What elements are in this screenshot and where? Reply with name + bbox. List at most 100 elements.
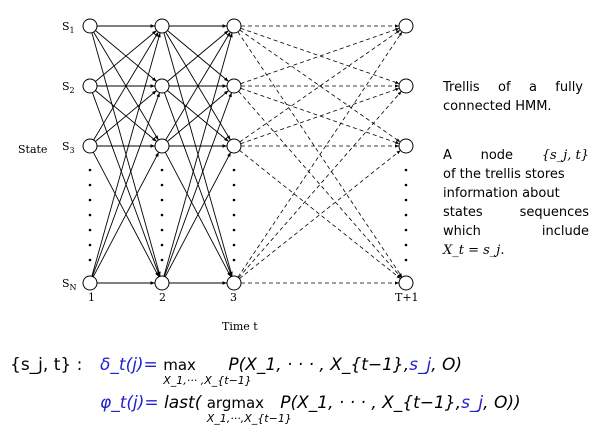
ellipsis-dot — [160, 243, 164, 247]
word-states: states — [443, 205, 483, 220]
state-node — [154, 18, 170, 34]
dashed-transition-edges — [237, 24, 403, 285]
node-math: {s_j, t} — [541, 148, 589, 163]
phi-sj: s_j — [461, 393, 484, 413]
node-desc-line-2: of the trellis stores — [443, 167, 565, 182]
dashed-edge — [240, 87, 400, 145]
state-node — [226, 78, 242, 94]
ellipsis-dot — [232, 213, 236, 217]
state-axis-label: State — [18, 143, 47, 156]
solid-edge — [93, 31, 159, 141]
state-node — [82, 138, 98, 154]
dashed-edge — [238, 91, 402, 278]
ellipsis-dot — [88, 168, 92, 172]
word-a: A — [443, 148, 452, 163]
caption-line-2: connected HMM. — [443, 99, 552, 114]
ellipsis-dot — [404, 228, 408, 232]
ellipsis-dot — [88, 243, 92, 247]
phi-lhs: φ_t(j)= — [100, 393, 159, 413]
state-node — [226, 138, 242, 154]
word-include: include — [541, 224, 589, 239]
solid-edge — [163, 32, 233, 277]
solid-edge — [164, 151, 232, 278]
trellis-diagram: State S1 S2 S3 SN 1 2 3 T+1 Time t — [18, 18, 419, 333]
solid-edge — [95, 90, 157, 142]
ellipsis-dot — [160, 168, 164, 172]
ellipsis-dot — [88, 198, 92, 202]
solid-edge — [91, 32, 161, 277]
time-axis-label: Time t — [222, 320, 258, 333]
ellipsis-dots — [88, 168, 408, 262]
ellipsis-dot — [88, 258, 92, 262]
solid-edge — [92, 151, 160, 278]
state-node — [82, 18, 98, 34]
ellipsis-dot — [88, 183, 92, 187]
ellipsis-dot — [232, 228, 236, 232]
solid-edge — [165, 31, 231, 141]
state-label-sn: SN — [62, 277, 77, 292]
ellipsis-dot — [232, 243, 236, 247]
ellipsis-dot — [404, 213, 408, 217]
ellipsis-dot — [404, 243, 408, 247]
state-label-s1: S1 — [62, 20, 75, 35]
dashed-edge — [238, 91, 402, 278]
delta-body-pre: P(X_1, · · · , X_{t−1}, — [228, 355, 410, 375]
ellipsis-dot — [88, 213, 92, 217]
word-which: which — [443, 224, 481, 239]
state-node — [154, 275, 170, 291]
ellipsis-dot — [232, 258, 236, 262]
delta-max-subscript: X_1,··· ,X_{t−1} — [163, 374, 252, 387]
ellipsis-dot — [160, 183, 164, 187]
time-label-2: 2 — [159, 291, 166, 304]
ellipsis-dot — [232, 168, 236, 172]
word-node: node — [480, 148, 514, 163]
phi-last: last( — [164, 393, 202, 413]
ellipsis-dot — [88, 228, 92, 232]
delta-max-operator: max X_1,··· ,X_{t−1} — [163, 356, 252, 387]
phi-body-pre: P(X_1, · · · , X_{t−1}, — [280, 393, 462, 413]
ellipsis-dot — [404, 168, 408, 172]
ellipsis-dot — [232, 183, 236, 187]
state-node — [226, 18, 242, 34]
node-description: A node {s_j, t} of the trellis stores in… — [443, 146, 589, 260]
state-node — [398, 78, 414, 94]
phi-argmax-operator: argmax X_1,···,X_{t−1} — [206, 394, 292, 425]
state-node — [154, 138, 170, 154]
delta-sj: s_j — [409, 355, 432, 375]
formula-phi: φ_t(j)= last( argmax X_1,···,X_{t−1} P(X_… — [100, 393, 521, 425]
dashed-edge — [240, 27, 400, 85]
formula-node-key: {s_j, t} : — [10, 355, 83, 375]
time-label-3: 3 — [230, 291, 237, 304]
time-label-1: 1 — [88, 291, 95, 304]
node-desc-line-3: information about — [443, 186, 560, 201]
solid-edge — [91, 92, 161, 277]
ellipsis-dot — [404, 183, 408, 187]
node-desc-line-4: states sequences — [443, 203, 589, 222]
state-node — [154, 78, 170, 94]
ellipsis-dot — [160, 228, 164, 232]
time-label-t-plus-1: T+1 — [395, 291, 419, 304]
state-label-s3: S3 — [62, 140, 75, 155]
solid-edge — [95, 30, 157, 82]
state-nodes — [82, 18, 414, 291]
delta-lhs: δ_t(j)= — [100, 355, 158, 375]
solid-edge — [167, 90, 229, 142]
solid-edge — [163, 92, 233, 277]
phi-body-post: , O)) — [483, 393, 521, 413]
state-node — [398, 275, 414, 291]
ellipsis-dot — [232, 198, 236, 202]
state-label-s2: S2 — [62, 80, 75, 95]
solid-transition-edges — [91, 24, 233, 285]
node-desc-equation: X_t = s_j. — [443, 243, 505, 258]
dashed-edge — [237, 31, 403, 278]
dashed-edge — [239, 150, 401, 279]
delta-body-post: , O) — [431, 355, 463, 375]
trellis-caption: Trellis of a fully connected HMM. — [443, 78, 583, 116]
node-desc-line-1: A node {s_j, t} — [443, 146, 589, 165]
state-node — [398, 18, 414, 34]
ellipsis-dot — [404, 198, 408, 202]
formula-delta: δ_t(j)= max X_1,··· ,X_{t−1} P(X_1, · · ·… — [100, 355, 463, 387]
word-sequences: sequences — [519, 205, 589, 220]
ellipsis-dot — [404, 258, 408, 262]
caption-line-1: Trellis of a fully — [443, 80, 583, 95]
